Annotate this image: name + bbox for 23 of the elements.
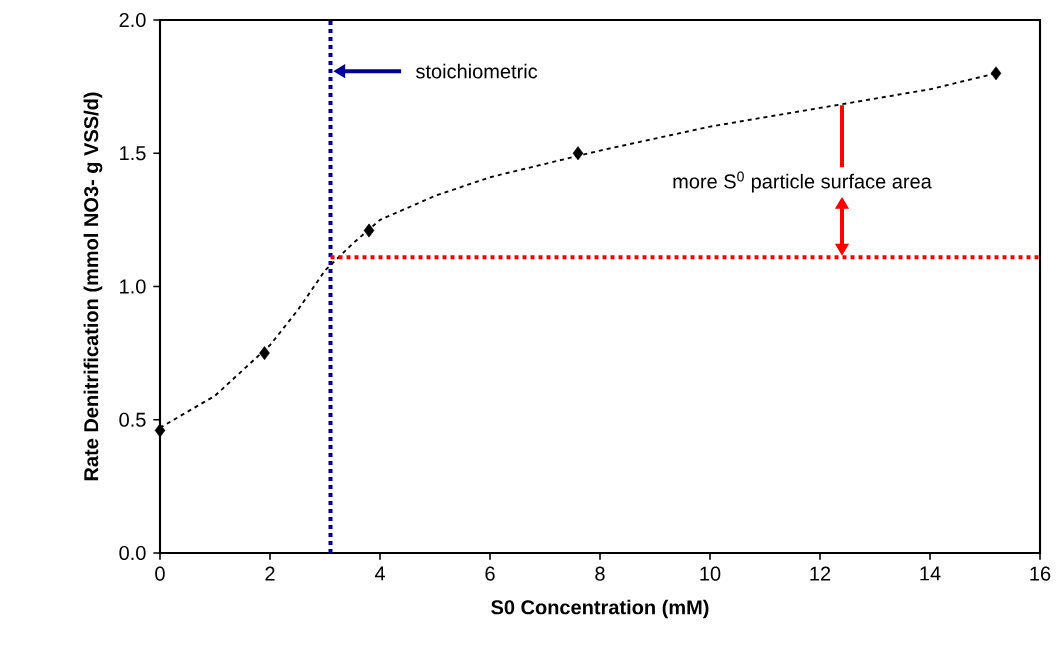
annotation: stoichiometric	[416, 63, 538, 79]
point	[154, 423, 166, 438]
x-axis-title: S0 Concentration (mM)	[491, 599, 709, 619]
x-tick-label: 0	[155, 566, 165, 581]
y-tick-label: 1.5	[120, 146, 146, 161]
x-tick-label: 10	[700, 566, 721, 581]
y-tick-label: 2.0	[119, 12, 146, 28]
x-tick-label: 2	[265, 566, 275, 581]
point	[259, 346, 270, 361]
point	[363, 223, 375, 238]
x-tick-label: 12	[810, 566, 831, 581]
x-tick-label: 16	[1030, 566, 1051, 581]
point	[990, 66, 1002, 81]
annotation: more S$^{0}$ particle surface area	[673, 171, 932, 193]
x-tick-label: 4	[374, 566, 385, 581]
x-tick-label: 14	[920, 566, 941, 581]
point	[572, 146, 584, 161]
x-tick-label: 6	[485, 566, 495, 581]
y-tick-label: 0.0	[119, 545, 146, 561]
x-tick-label: 8	[595, 566, 605, 581]
y-axis-title: Rate Denitrification (mmol NO3- g VSS/d)	[83, 92, 103, 481]
y-tick-label: 1.0	[120, 279, 146, 294]
y-tick-label: 0.5	[119, 412, 146, 427]
